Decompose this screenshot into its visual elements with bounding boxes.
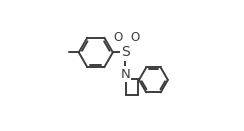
Text: O: O	[131, 31, 140, 44]
Text: O: O	[113, 31, 123, 44]
Text: N: N	[120, 67, 130, 81]
Text: S: S	[121, 45, 130, 59]
